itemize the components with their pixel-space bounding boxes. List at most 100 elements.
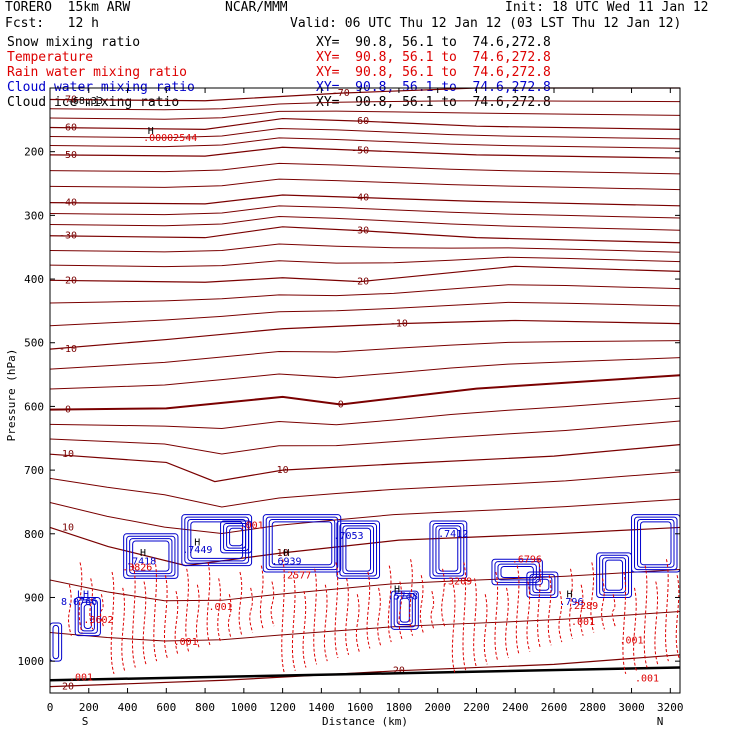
rain-streak [473, 578, 478, 668]
cloud-water-contour [637, 518, 675, 568]
cloud-water-contour [396, 595, 413, 626]
isotherm-line [49, 444, 681, 483]
isotherm-label: -70 [59, 94, 77, 105]
isotherm-label: -40 [351, 193, 369, 204]
cloud-water-contour [390, 590, 419, 630]
isotherm-minor-line [49, 215, 681, 231]
extrema-label: .2289 [568, 601, 598, 612]
y-tick-label: 300 [24, 209, 44, 222]
rain-streak [68, 584, 72, 636]
x-tick-label: 3200 [657, 701, 684, 714]
isotherm-layer: -70 -70 -60 -60 -50 -50 -40 -40 -30 -30 -20 -20 -10 -… [49, 87, 681, 693]
rain-streak [622, 571, 627, 675]
x-tick-label: 1600 [347, 701, 374, 714]
isotherm-line [49, 654, 681, 688]
cloud-water-contour [262, 514, 342, 573]
x-tick-label: 1800 [386, 701, 413, 714]
rain-streak [196, 584, 200, 649]
rain-streak [132, 565, 136, 668]
x-tick-label: 1200 [269, 701, 296, 714]
y-tick-label: 500 [24, 337, 44, 350]
isotherm-line [49, 319, 681, 350]
extrema-label: .7053 [333, 531, 363, 542]
rain-streak [153, 559, 158, 662]
isotherm-label: 10 [277, 465, 289, 476]
rain-streak [419, 575, 424, 633]
isotherm-label: -20 [351, 277, 369, 288]
isotherm-minor-line [49, 137, 681, 149]
rain-streak [260, 565, 264, 630]
cloud-water-contour [640, 521, 672, 566]
cloud-water-contour [49, 622, 63, 662]
cloud-water-contour [74, 596, 101, 637]
extrema-label: LH [77, 589, 89, 600]
extrema-label: .00002544 [143, 133, 197, 144]
x-tick-label: 2000 [424, 701, 451, 714]
rain-streak [366, 571, 371, 649]
rain-streak [228, 594, 232, 640]
cloud-water-contour [77, 599, 98, 634]
rain-streak [505, 587, 509, 659]
x-end-left-label: S [82, 715, 89, 728]
isotherm-minor-line [49, 205, 681, 219]
valid-label: Valid: 06 UTC Thu 12 Jan 12 (03 LST Thu … [290, 16, 682, 31]
cloud-water-contour [438, 527, 459, 572]
isotherm-label: -10 [59, 344, 77, 355]
isotherm-line [49, 146, 681, 159]
rain-streak [206, 562, 211, 646]
isotherm-label: 10 [62, 449, 74, 460]
rain-streak [409, 559, 414, 636]
isotherm-minor-line [49, 568, 681, 602]
x-tick-label: 200 [79, 701, 99, 714]
isotherm-line [49, 374, 681, 411]
y-tick-label: 900 [24, 591, 44, 604]
isotherm-line [49, 87, 680, 102]
extrema-label: .001 [69, 672, 93, 683]
cloud-water-contour [631, 514, 681, 573]
cloud-water-contour [634, 516, 678, 571]
field-name-snow: Snow mixing ratio [7, 35, 141, 50]
cloud-water-contour [342, 525, 375, 575]
isotherm-minor-line [49, 301, 681, 327]
x-tick-label: 0 [47, 701, 54, 714]
extrema-label: .001 [619, 635, 643, 646]
cloud-water-contour [52, 624, 60, 660]
cloud-water-contour [271, 521, 333, 566]
x-tick-label: 3000 [618, 701, 645, 714]
cloud-water-contour [432, 522, 465, 577]
field-name-rain: Rain water mixing ratio [7, 65, 188, 80]
extrema-label: .5748 [388, 591, 418, 602]
isotherm-label: -70 [332, 88, 350, 99]
isotherm-line [49, 194, 681, 207]
isotherm-minor-line [49, 162, 681, 175]
extrema-label: 8.0766 [61, 597, 97, 608]
field-xy-rain: XY= 90.8, 56.1 to 74.6,272.8 [316, 65, 551, 80]
isotherm-label: -40 [59, 198, 77, 209]
cloud-water-contour [226, 525, 247, 549]
x-tick-label: 600 [156, 701, 176, 714]
rain-streak [142, 581, 147, 665]
isotherm-minor-line [49, 498, 681, 535]
rain-streak [387, 565, 392, 643]
rain-streak [110, 571, 115, 675]
isotherm-minor-line [49, 610, 681, 642]
isotherm-label: -20 [59, 275, 77, 286]
axis-layer: 0 200 400 600 800 1000 1200 1400 1600 1800 2000 220… [18, 88, 684, 714]
extrema-label: .3602 [83, 615, 113, 626]
rain-streak [355, 594, 360, 652]
extrema-label: .7449 [182, 545, 212, 556]
cloud-water-contour [526, 571, 559, 598]
isotherm-label: -60 [351, 116, 369, 127]
field-name-temperature: Temperature [7, 50, 94, 65]
rain-streak [483, 594, 488, 665]
rain-streak [377, 587, 382, 646]
rain-streak [441, 568, 446, 627]
rain-streak [494, 571, 499, 662]
rain-streak [270, 581, 275, 627]
rain-streak [217, 578, 222, 643]
extrema-label: .6939 [271, 556, 301, 567]
cloud-water-contour [336, 520, 381, 579]
y-axis-title: Pressure (hPa) [5, 349, 18, 442]
cloud-water-contour [599, 554, 630, 596]
extrema-label: .001 [571, 617, 595, 628]
